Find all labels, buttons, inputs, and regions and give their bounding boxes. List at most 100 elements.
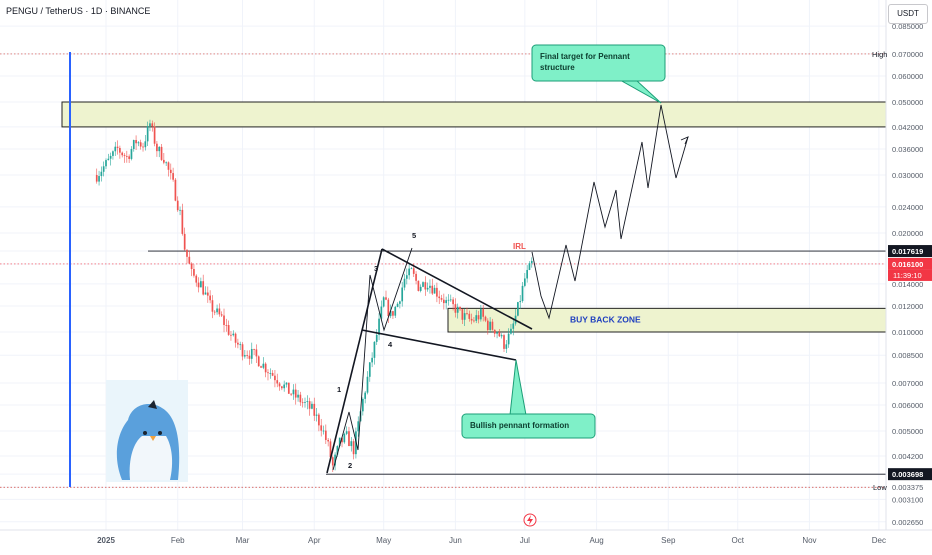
candle xyxy=(135,135,137,151)
wave-label-3: 3 xyxy=(374,264,378,273)
candle xyxy=(264,362,267,378)
candle xyxy=(304,397,306,408)
candle xyxy=(526,265,528,283)
candle xyxy=(281,385,283,391)
candle xyxy=(190,262,193,277)
candle xyxy=(176,196,179,212)
target-callout[interactable]: Final target for Pennant structure xyxy=(531,44,666,104)
candle xyxy=(174,177,177,202)
x-tick-label: Dec xyxy=(872,536,886,545)
symbol-title: PENGU / TetherUS · 1D · BINANCE xyxy=(6,6,151,16)
pattern-drawings[interactable] xyxy=(326,247,533,474)
x-tick-label: Jun xyxy=(449,536,462,545)
candle xyxy=(209,290,211,304)
currency-badge[interactable]: USDT xyxy=(888,4,928,24)
candle xyxy=(480,305,482,322)
candle xyxy=(322,425,325,435)
candle xyxy=(505,340,508,354)
candle xyxy=(255,344,258,363)
candle xyxy=(329,438,332,459)
candle xyxy=(116,140,119,155)
current-price-badge: 0.016100 xyxy=(892,260,923,269)
x-tick-label: Aug xyxy=(589,536,603,545)
price-scale[interactable]: 0.085000 0.070000 0.060000 0.050000 0.042000… xyxy=(885,0,932,530)
candle xyxy=(396,302,399,308)
y-tick-label: 0.014000 xyxy=(892,280,923,289)
candle xyxy=(373,341,376,365)
candle xyxy=(415,271,417,285)
candle xyxy=(241,342,244,361)
candle xyxy=(491,318,494,331)
candle xyxy=(394,305,397,318)
candle xyxy=(493,329,496,338)
candle xyxy=(366,371,369,395)
candle xyxy=(461,308,464,324)
lightning-icon[interactable] xyxy=(523,513,537,527)
candle xyxy=(440,294,443,302)
candle xyxy=(320,418,323,437)
candle xyxy=(357,416,360,437)
bottom-level-badge: 0.003698 xyxy=(892,470,923,479)
candle xyxy=(202,274,205,296)
time-axis[interactable]: 2025 Feb Mar Apr May Jun Jul Aug Sep Oct Nov Dec xyxy=(0,513,932,545)
x-tick-label: Apr xyxy=(308,536,321,545)
candle xyxy=(163,152,165,165)
candle xyxy=(301,398,304,408)
candle xyxy=(250,342,253,364)
target-callout-text: structure xyxy=(540,63,575,72)
y-tick-label: 0.004200 xyxy=(892,452,923,461)
candle xyxy=(519,295,522,309)
candle xyxy=(456,303,459,319)
candle xyxy=(146,121,149,146)
candle xyxy=(512,318,515,336)
candle xyxy=(523,273,526,288)
candle xyxy=(436,282,438,303)
candle xyxy=(299,391,302,406)
candle xyxy=(98,170,100,186)
candle xyxy=(234,332,237,348)
candle xyxy=(290,393,292,396)
candle xyxy=(410,267,413,270)
candle xyxy=(128,154,130,163)
candle xyxy=(530,257,533,268)
candle xyxy=(438,290,441,305)
candle xyxy=(378,313,380,341)
y-tick-label: 0.010000 xyxy=(892,328,923,337)
candle xyxy=(419,284,422,293)
candle xyxy=(197,277,200,293)
candle xyxy=(392,310,394,320)
candle xyxy=(125,150,128,163)
candle xyxy=(206,286,209,303)
candle xyxy=(308,397,311,416)
candle xyxy=(528,261,531,271)
candle xyxy=(350,437,353,452)
candle xyxy=(243,350,246,359)
candle xyxy=(213,310,216,316)
candle xyxy=(123,153,126,163)
y-tick-label: 0.036000 xyxy=(892,145,923,154)
candle xyxy=(368,362,371,382)
projection-path[interactable] xyxy=(531,104,689,320)
x-tick-label: Mar xyxy=(236,536,250,545)
low-label: Low xyxy=(873,483,887,492)
candle xyxy=(297,390,299,402)
x-tick-label: Oct xyxy=(731,536,744,545)
candle xyxy=(371,352,373,368)
candle xyxy=(107,153,110,161)
candle xyxy=(271,370,274,377)
candle xyxy=(230,330,232,341)
candle xyxy=(452,297,454,311)
candle xyxy=(158,146,161,158)
bullish-pennant-callout-text: Bullish pennant formation xyxy=(470,421,569,430)
resistance-zone[interactable] xyxy=(61,101,887,128)
wave-label-2: 2 xyxy=(348,461,352,470)
candle xyxy=(507,328,510,348)
bullish-pennant-callout[interactable]: Bullish pennant formation xyxy=(461,359,596,439)
y-tick-label: 0.030000 xyxy=(892,171,923,180)
y-tick-label: 0.006000 xyxy=(892,401,923,410)
candle xyxy=(482,304,485,322)
candle xyxy=(186,249,188,264)
level-price-badge: 0.017619 xyxy=(892,247,923,256)
